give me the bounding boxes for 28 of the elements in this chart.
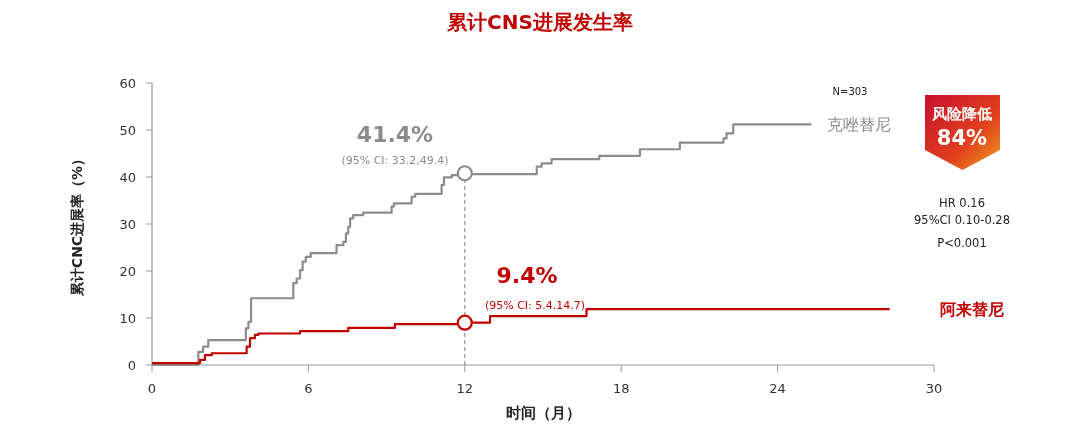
x-tick-label: 12 xyxy=(456,381,474,396)
text: HR 0.16 xyxy=(939,196,985,210)
annotation: 9.4% xyxy=(496,263,558,288)
y-tick-label: 30 xyxy=(119,217,136,232)
annotation: 41.4% xyxy=(356,122,434,147)
y-tick-label: 60 xyxy=(119,76,136,91)
x-tick-label: 0 xyxy=(147,381,157,396)
annotation: (95% CI: 33.2,49.4) xyxy=(341,154,449,167)
y-tick-label: 10 xyxy=(119,311,136,326)
x-tick-label: 18 xyxy=(612,381,630,396)
annotation: N=303 xyxy=(832,86,868,97)
y-tick-label: 50 xyxy=(119,123,136,138)
text: P<0.001 xyxy=(937,236,987,250)
y-axis-title: 累计CNC进展率（%） xyxy=(69,151,85,298)
x-axis-title: 时间（月） xyxy=(505,404,581,422)
text: 84% xyxy=(936,126,988,150)
annotation: (95% CI: 5.4.14.7) xyxy=(484,299,586,312)
x-tick-label: 30 xyxy=(925,381,943,396)
y-tick-label: 0 xyxy=(127,358,136,373)
text: 阿来替尼 xyxy=(939,300,1004,320)
annotation: 风险降低 xyxy=(931,105,992,123)
x-tick-label: 24 xyxy=(769,381,786,396)
chart-title: 累计CNS进展发生率 xyxy=(446,10,633,34)
series-label: 克唑替尼 xyxy=(827,115,892,135)
y-tick-label: 20 xyxy=(119,264,136,279)
annotation: 95%CI 0.10-0.28 xyxy=(914,213,1010,227)
y-tick-label: 40 xyxy=(119,170,136,185)
x-tick-label: 6 xyxy=(304,381,313,396)
